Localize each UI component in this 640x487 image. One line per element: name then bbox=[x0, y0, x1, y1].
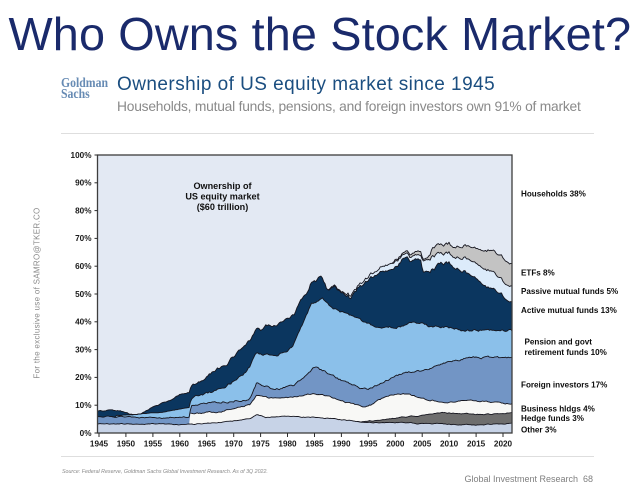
svg-text:1990: 1990 bbox=[332, 439, 351, 448]
svg-text:20%: 20% bbox=[75, 373, 92, 382]
svg-text:Active mutual funds 13%: Active mutual funds 13% bbox=[521, 306, 617, 315]
svg-text:Business hldgs 4%: Business hldgs 4% bbox=[521, 404, 595, 413]
svg-text:2015: 2015 bbox=[467, 439, 486, 448]
svg-text:Households 38%: Households 38% bbox=[521, 190, 586, 199]
svg-text:ETFs 8%: ETFs 8% bbox=[521, 268, 555, 277]
svg-text:1965: 1965 bbox=[198, 439, 217, 448]
svg-text:100%: 100% bbox=[71, 151, 93, 160]
svg-text:Passive mutual funds 5%: Passive mutual funds 5% bbox=[521, 287, 618, 296]
svg-text:1950: 1950 bbox=[117, 439, 136, 448]
svg-text:1980: 1980 bbox=[278, 439, 297, 448]
svg-text:Ownership of: Ownership of bbox=[193, 181, 252, 191]
svg-text:2020: 2020 bbox=[494, 439, 513, 448]
svg-text:0%: 0% bbox=[80, 429, 93, 438]
svg-text:Foreign investors 17%: Foreign investors 17% bbox=[521, 380, 607, 389]
svg-text:retirement funds 10%: retirement funds 10% bbox=[525, 348, 607, 357]
svg-text:Pension and govt: Pension and govt bbox=[525, 337, 593, 346]
svg-text:10%: 10% bbox=[75, 401, 92, 410]
svg-text:50%: 50% bbox=[75, 290, 92, 299]
svg-text:1975: 1975 bbox=[251, 439, 270, 448]
svg-text:60%: 60% bbox=[75, 262, 92, 271]
svg-text:2010: 2010 bbox=[440, 439, 459, 448]
svg-text:1970: 1970 bbox=[225, 439, 244, 448]
svg-text:40%: 40% bbox=[75, 318, 92, 327]
svg-text:1985: 1985 bbox=[305, 439, 324, 448]
svg-text:1955: 1955 bbox=[144, 439, 163, 448]
svg-text:70%: 70% bbox=[75, 234, 92, 243]
svg-text:Other 3%: Other 3% bbox=[521, 425, 557, 434]
svg-text:Hedge funds 3%: Hedge funds 3% bbox=[521, 414, 584, 423]
svg-text:30%: 30% bbox=[75, 345, 92, 354]
svg-text:1960: 1960 bbox=[171, 439, 190, 448]
svg-text:($60 trillion): ($60 trillion) bbox=[197, 202, 249, 212]
svg-text:2000: 2000 bbox=[386, 439, 405, 448]
svg-text:1995: 1995 bbox=[359, 439, 378, 448]
svg-text:2005: 2005 bbox=[413, 439, 432, 448]
svg-text:1945: 1945 bbox=[90, 439, 109, 448]
svg-text:US equity market: US equity market bbox=[185, 192, 259, 202]
svg-text:90%: 90% bbox=[75, 179, 92, 188]
svg-text:80%: 80% bbox=[75, 206, 92, 215]
